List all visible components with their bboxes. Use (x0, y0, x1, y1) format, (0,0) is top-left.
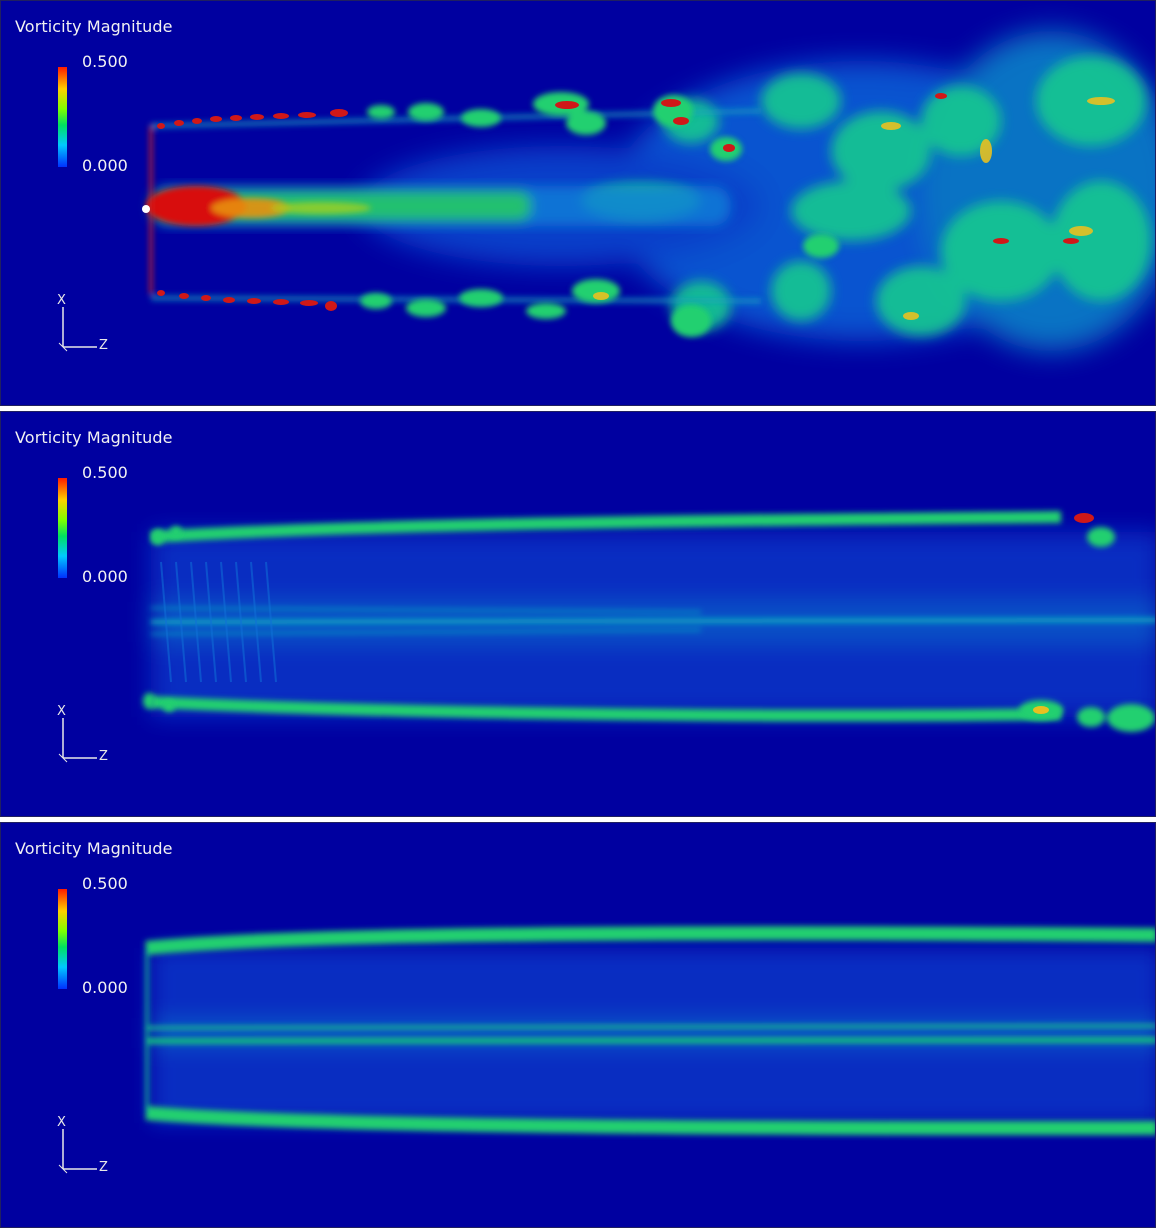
axis-z-label: Z (99, 338, 108, 353)
vorticity-field-image-3 (145, 926, 1155, 1136)
colorbar (58, 478, 67, 578)
axes-triad-icon (58, 307, 97, 352)
colorbar-max-label: 0.500 (82, 52, 128, 71)
axis-z-label: Z (99, 749, 108, 764)
axis-x-label: X (57, 293, 66, 308)
vorticity-panel-3: Vorticity Magnitude 0.500 0.000 X Z (0, 822, 1156, 1228)
axis-x-label: X (57, 1115, 66, 1130)
axes-triad: X Z (49, 704, 119, 770)
vorticity-panel-1: Vorticity Magnitude 0.500 0.000 X Z (0, 0, 1156, 406)
vorticity-field-image-1 (142, 31, 1155, 351)
axis-x-label: X (57, 704, 66, 719)
axes-triad: X Z (49, 1115, 119, 1181)
colorbar-max-label: 0.500 (82, 874, 128, 893)
colorbar-min-label: 0.000 (82, 567, 128, 586)
panel-title: Vorticity Magnitude (15, 839, 173, 858)
panel-title: Vorticity Magnitude (15, 428, 173, 447)
colorbar (58, 889, 67, 989)
colorbar-min-label: 0.000 (82, 978, 128, 997)
axes-triad: X Z (49, 293, 119, 359)
colorbar (58, 67, 67, 167)
axes-triad-icon (58, 1129, 97, 1174)
axis-z-label: Z (99, 1160, 108, 1175)
panel-title: Vorticity Magnitude (15, 17, 173, 36)
vorticity-panel-2: Vorticity Magnitude 0.500 0.000 X Z (0, 411, 1156, 817)
axes-triad-icon (58, 718, 97, 763)
vorticity-field-image-2 (143, 511, 1155, 732)
colorbar-min-label: 0.000 (82, 156, 128, 175)
colorbar-max-label: 0.500 (82, 463, 128, 482)
